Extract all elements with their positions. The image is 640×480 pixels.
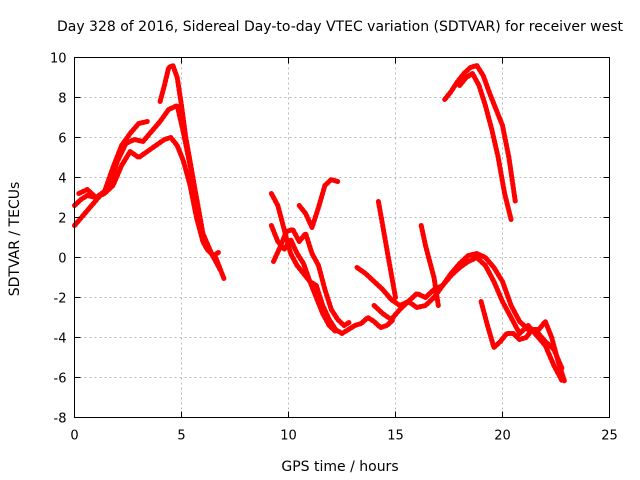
y-tick-label: 4 (58, 172, 66, 187)
y-tick-label: 0 (58, 252, 66, 267)
series-track-9 (354, 251, 565, 372)
x-axis-label: GPS time / hours (281, 459, 398, 475)
series-track-11 (375, 199, 398, 300)
series-track-8 (296, 177, 341, 230)
x-tick-label: 10 (280, 429, 297, 444)
series-track-7 (271, 227, 354, 328)
y-tick-label: -4 (54, 332, 67, 347)
x-tick-label: 5 (177, 429, 185, 444)
x-tick-label: 15 (387, 429, 404, 444)
x-tick-label: 25 (601, 429, 618, 444)
chart-title: Day 328 of 2016, Sidereal Day-to-day VTE… (57, 19, 624, 35)
y-tick-label: 6 (58, 132, 66, 147)
y-tick-label: 8 (58, 92, 66, 107)
y-tick-label: 10 (50, 52, 67, 67)
data-series-layer (72, 63, 568, 384)
y-axis-label: SDTVAR / TECUs (7, 182, 23, 297)
x-tick-label: 0 (70, 429, 78, 444)
series-track-12 (418, 223, 441, 308)
y-tick-label: 2 (58, 212, 66, 227)
series-track-14 (442, 63, 518, 204)
series-track-3 (76, 119, 150, 200)
y-tick-label: -8 (54, 412, 67, 427)
y-tick-label: -6 (54, 372, 67, 387)
series-track-4 (157, 63, 223, 258)
y-tick-label: -2 (54, 292, 67, 307)
series-track-5 (268, 191, 396, 336)
x-tick-label: 20 (494, 429, 511, 444)
series-track-13 (478, 299, 568, 384)
series-track-15 (457, 71, 514, 222)
plot-frame (74, 57, 610, 418)
